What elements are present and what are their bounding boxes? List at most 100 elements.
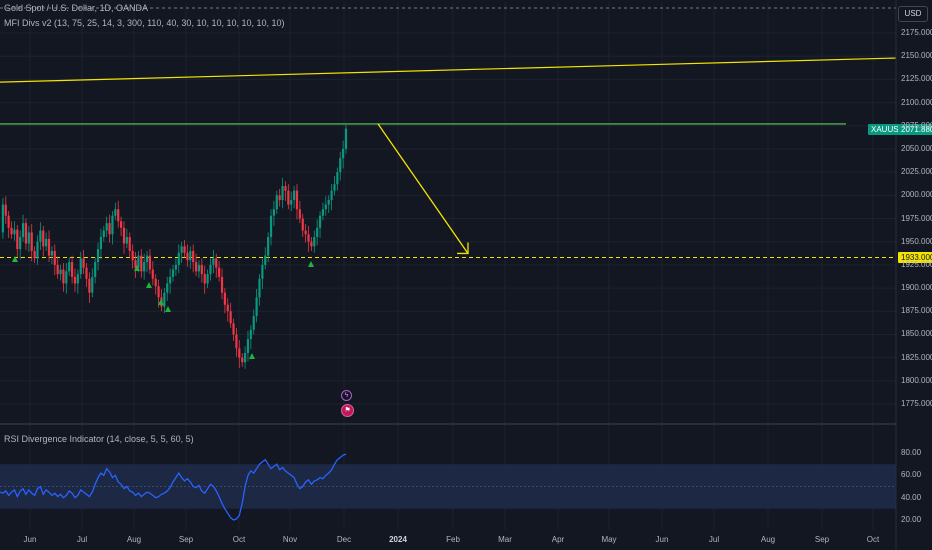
candle-body xyxy=(275,195,278,210)
candle-body xyxy=(186,252,189,261)
candle-body xyxy=(333,184,336,191)
candle-body xyxy=(65,271,68,284)
candle-body xyxy=(183,246,186,253)
price-tick-label: 2025.000 xyxy=(901,167,932,177)
candle-body xyxy=(255,297,258,316)
level-price-tag: 1933.000 xyxy=(898,252,932,263)
candle-body xyxy=(56,264,59,275)
price-tick-label: 2000.000 xyxy=(901,190,932,200)
candle-body xyxy=(278,195,281,200)
time-tick-label: Oct xyxy=(232,535,246,544)
candle-body xyxy=(27,232,30,244)
price-tick-label: 1925.000 xyxy=(901,259,932,269)
candle-body xyxy=(301,218,304,231)
rsi-tick-label: 60.00 xyxy=(901,470,922,480)
candle-body xyxy=(171,269,175,277)
time-tick-label: Nov xyxy=(282,535,298,544)
time-tick-label: Sep xyxy=(814,535,830,544)
price-tick-label: 2100.000 xyxy=(901,97,932,107)
price-tick-label: 1775.000 xyxy=(901,399,932,408)
candle-body xyxy=(174,264,177,270)
candle-body xyxy=(62,269,65,284)
symbol-legend[interactable]: Gold Spot / U.S. Dollar, 1D, OANDA xyxy=(4,3,149,13)
candle-body xyxy=(249,329,252,340)
rsi-tick-label: 40.00 xyxy=(901,492,922,502)
candle-body xyxy=(50,250,53,256)
candle-body xyxy=(96,249,100,263)
price-tick-label: 2075.000 xyxy=(901,120,932,130)
candle-body xyxy=(154,278,157,287)
candle-body xyxy=(194,262,198,272)
candle-body xyxy=(281,186,284,200)
candle-body xyxy=(59,269,62,275)
candle-body xyxy=(70,262,74,277)
us-flag-event-icon[interactable]: ⚑ xyxy=(341,404,354,417)
candle-body xyxy=(177,252,180,265)
candle-body xyxy=(88,278,91,293)
candle-body xyxy=(229,311,232,324)
bolt-event-icon[interactable]: ϟ xyxy=(341,390,352,401)
candle-body xyxy=(19,237,22,250)
candle-body xyxy=(206,274,209,284)
candle-body xyxy=(4,204,7,216)
price-tick-label: 1900.000 xyxy=(901,283,932,293)
trendline[interactable] xyxy=(0,57,897,83)
candle-body xyxy=(33,250,36,259)
candle-body xyxy=(151,269,154,279)
candle-body xyxy=(42,230,45,247)
time-tick-label: Aug xyxy=(126,535,142,544)
candle-body xyxy=(125,237,128,244)
indicator-legend[interactable]: MFI Divs v2 (13, 75, 25, 14, 3, 300, 110… xyxy=(4,18,285,28)
candle-body xyxy=(192,250,195,263)
candle-body xyxy=(137,255,140,268)
candle-body xyxy=(307,234,310,242)
candle-body xyxy=(336,172,339,185)
rsi-tick-label: 20.00 xyxy=(901,515,922,524)
time-tick-label: Jun xyxy=(655,535,669,544)
time-tick-label: May xyxy=(601,535,617,544)
grid xyxy=(0,2,896,530)
projection-arrow-line[interactable] xyxy=(377,123,469,254)
candle-body xyxy=(342,148,345,159)
candle-body xyxy=(111,215,114,235)
candle-body xyxy=(215,258,218,268)
candle-body xyxy=(85,267,88,279)
candle-body xyxy=(261,264,264,279)
candle-body xyxy=(140,255,143,272)
candle-body xyxy=(134,260,137,268)
candle-body xyxy=(200,264,203,275)
currency-button[interactable]: USD xyxy=(898,6,928,22)
buy-signal-marker xyxy=(12,256,18,262)
candle-body xyxy=(252,315,255,330)
candle-body xyxy=(36,241,39,259)
candle-body xyxy=(102,230,105,238)
candle-body xyxy=(10,227,13,235)
candle-body xyxy=(284,186,287,191)
candle-body xyxy=(287,190,290,205)
candle-body xyxy=(108,223,111,235)
price-tick-label: 1875.000 xyxy=(901,306,932,316)
candle-body xyxy=(209,264,212,275)
rsi-legend[interactable]: RSI Divergence Indicator (14, close, 5, … xyxy=(4,434,194,444)
candle-body xyxy=(226,304,229,312)
time-tick-label: Jun xyxy=(23,535,37,544)
candle-body xyxy=(295,190,299,210)
candle-body xyxy=(114,209,117,216)
candle-body xyxy=(203,274,206,284)
candle-body xyxy=(267,237,270,256)
candle-body xyxy=(79,258,82,275)
price-tick-label: 2050.000 xyxy=(901,143,932,153)
candle-body xyxy=(180,246,183,253)
candle-body xyxy=(220,276,224,293)
candle-body xyxy=(169,276,172,284)
price-tick-label: 1825.000 xyxy=(901,352,932,362)
candle-body xyxy=(298,209,301,219)
candle-body xyxy=(91,276,94,293)
projection-arrow-head xyxy=(457,242,469,255)
candle-body xyxy=(24,223,28,244)
candle-body xyxy=(269,215,273,238)
buy-signal-marker xyxy=(134,265,140,271)
candle-body xyxy=(246,339,250,353)
signal-markers xyxy=(12,256,314,359)
